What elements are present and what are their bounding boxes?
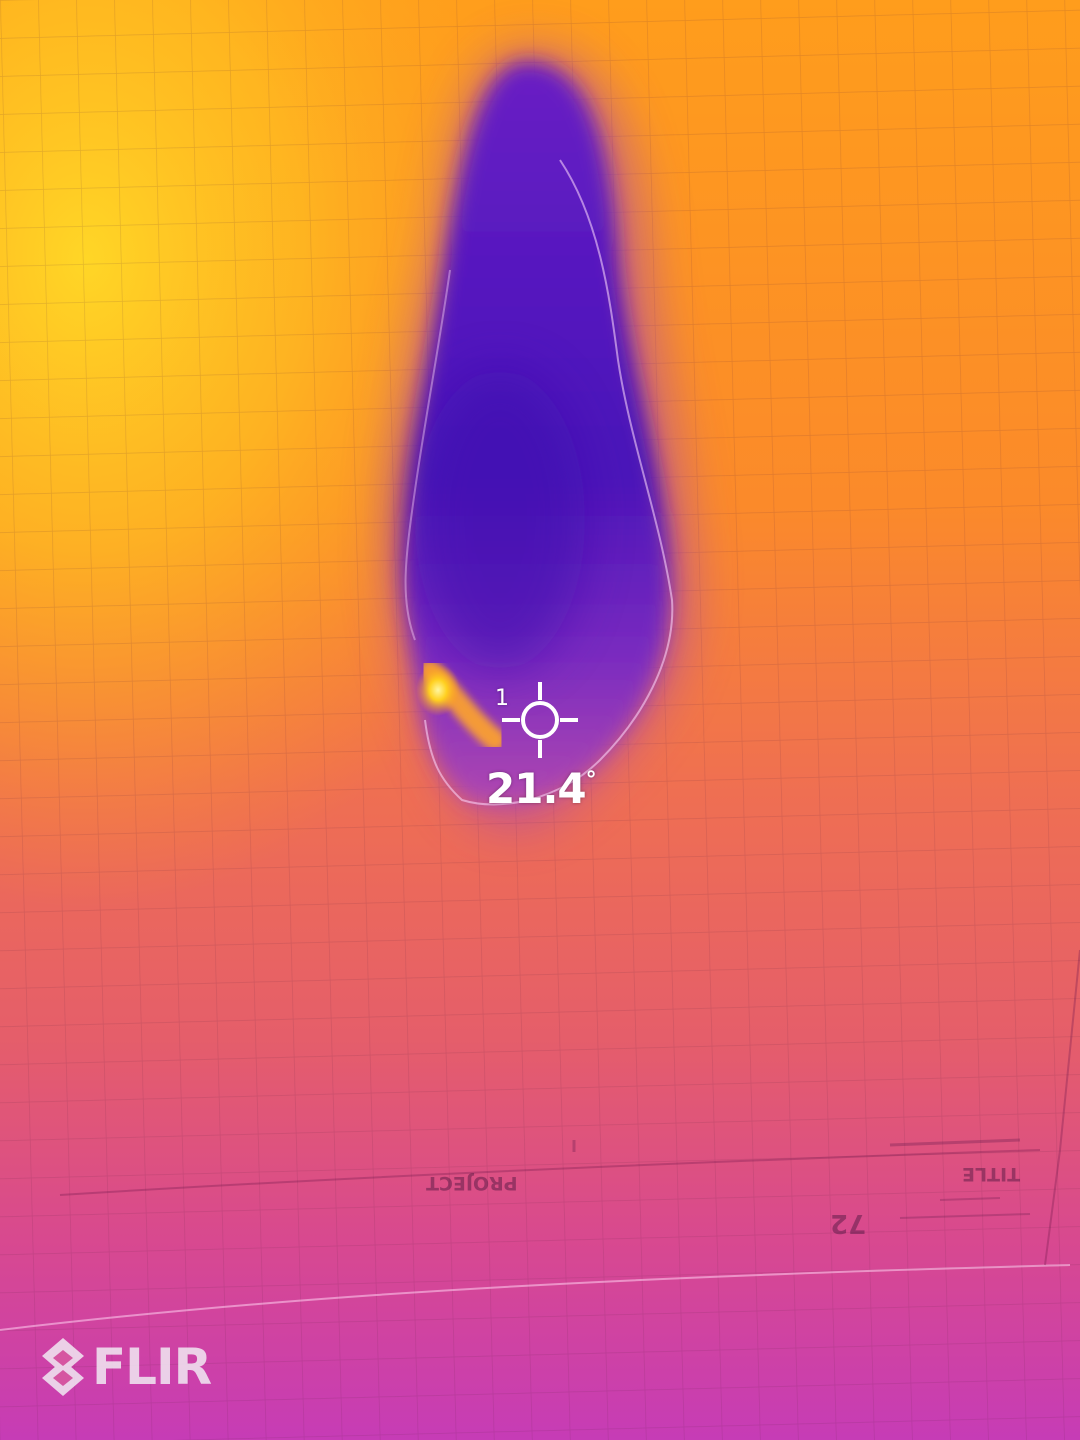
- brand-logo-text: FLIR: [92, 1338, 212, 1396]
- temperature-readout: 21.4°: [486, 768, 597, 810]
- title-block-line-2: [899, 1213, 1031, 1219]
- paper-edge-upper: [59, 1149, 1041, 1196]
- title-block-line-1: [889, 1138, 1021, 1147]
- cold-core: [415, 370, 585, 670]
- paper-edge-right: [1044, 949, 1080, 1266]
- object-edge-left: [404, 269, 451, 641]
- paper-label-number: 72: [830, 1208, 867, 1238]
- flir-logo: FLIR: [40, 1332, 212, 1402]
- object-edge: [424, 159, 674, 806]
- hot-spot-glow: [416, 664, 460, 716]
- temperature-unit: °: [585, 768, 597, 793]
- crosshair-icon: [502, 682, 578, 758]
- paper-edge-lower: [0, 1264, 1071, 1331]
- paper-label-title: TITLE: [962, 1163, 1021, 1185]
- title-block-line-3: [939, 1197, 1001, 1201]
- paper-label-project: PROJECT: [426, 1172, 518, 1194]
- flir-diamond-icon: [42, 1338, 84, 1396]
- temperature-value: 21.4: [486, 764, 587, 813]
- spot-label: 1: [495, 686, 509, 711]
